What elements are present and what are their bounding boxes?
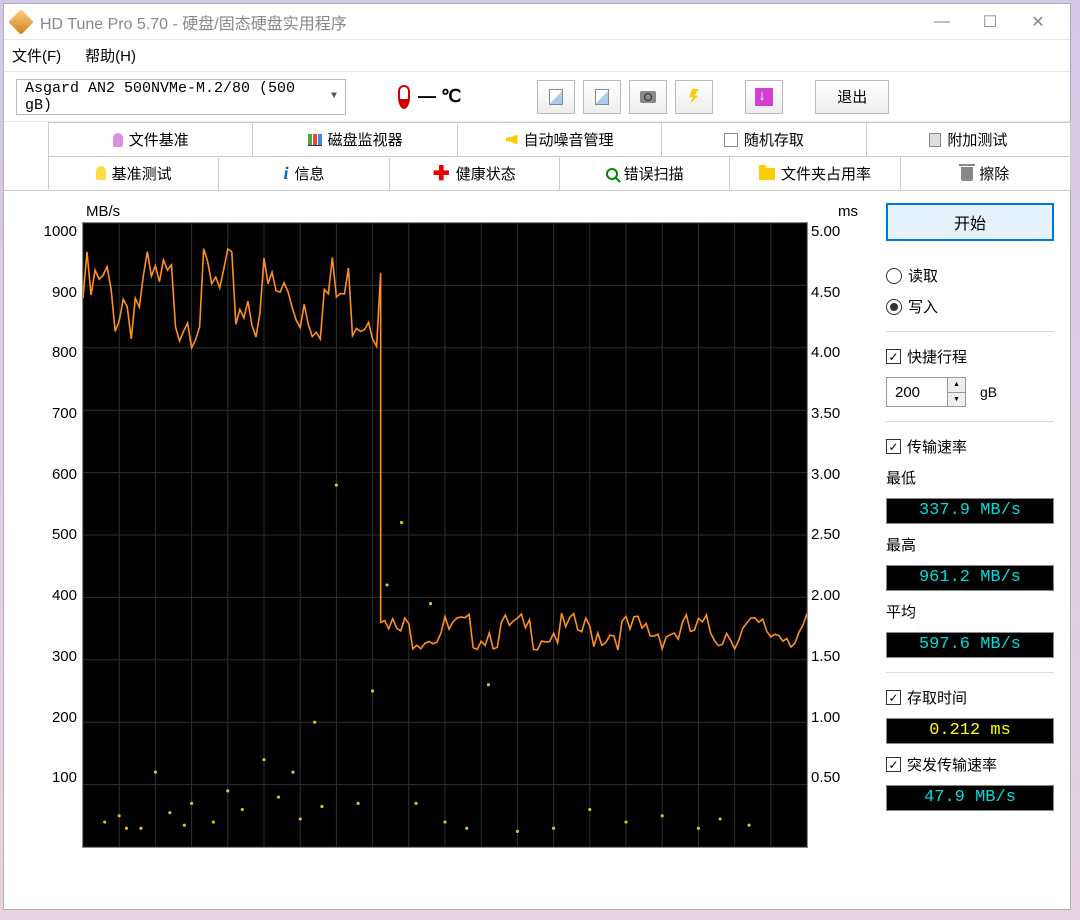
copy-button[interactable]	[537, 80, 575, 114]
stat-min-label: 最低	[886, 467, 1054, 488]
tab-random[interactable]: 随机存取	[661, 122, 866, 156]
maximize-button[interactable]: ☐	[966, 7, 1014, 37]
tab-folder[interactable]: 文件夹占用率	[729, 156, 900, 190]
tab-benchmark[interactable]: 基准测试	[48, 156, 219, 190]
save-icon	[755, 88, 773, 106]
tabs-row-lower: 基准测试 i信息 ✚健康状态 错误扫描 文件夹占用率 擦除	[4, 156, 1070, 191]
menu-file[interactable]: 文件(F)	[12, 45, 61, 66]
stat-access-value: 0.212 ms	[886, 718, 1054, 744]
save-button[interactable]	[745, 80, 783, 114]
temperature-value: — ℃	[418, 86, 461, 107]
speaker-icon	[506, 135, 518, 145]
bulb-icon	[96, 166, 106, 180]
y-axis-right-label: ms	[838, 203, 858, 220]
copy-all-button[interactable]	[583, 80, 621, 114]
y-axis-left-label: MB/s	[86, 203, 120, 220]
sidebar: 开始 读取 写入 ✓ 快捷行程 200 ▲ ▼	[862, 203, 1054, 901]
calculator-icon	[929, 133, 941, 147]
block-size-spinner[interactable]: 200 ▲ ▼	[886, 377, 966, 407]
exit-button[interactable]: 退出	[815, 80, 889, 114]
tabs-row-upper: 文件基准 磁盘监视器 自动噪音管理 随机存取 附加测试	[4, 122, 1070, 156]
screenshot-button[interactable]	[629, 80, 667, 114]
y-axis-left-ticks: 1000900800700600500400300200100	[33, 223, 77, 847]
spin-down-button[interactable]: ▼	[948, 393, 965, 407]
thermometer-icon	[398, 85, 410, 109]
tab-erase[interactable]: 擦除	[900, 156, 1071, 190]
radio-icon	[886, 268, 902, 284]
checkbox-icon: ✓	[886, 439, 901, 454]
plus-icon: ✚	[433, 161, 450, 186]
window-title: HD Tune Pro 5.70 - 硬盘/固态硬盘实用程序	[40, 10, 918, 34]
trash-icon	[961, 167, 973, 181]
random-icon	[724, 133, 738, 147]
radio-read[interactable]: 读取	[886, 265, 1054, 286]
tab-extra[interactable]: 附加测试	[866, 122, 1071, 156]
tab-noise[interactable]: 自动噪音管理	[457, 122, 662, 156]
check-access-time[interactable]: ✓ 存取时间	[886, 687, 1054, 708]
y-axis-right-ticks: 5.004.504.003.503.002.502.001.501.000.50	[811, 223, 851, 847]
block-size-unit: gB	[980, 384, 997, 400]
radio-icon	[886, 299, 902, 315]
options-button[interactable]	[675, 80, 713, 114]
folder-icon	[759, 168, 775, 180]
check-transfer[interactable]: ✓ 传输速率	[886, 436, 1054, 457]
stat-avg-value: 597.6 MB/s	[886, 632, 1054, 658]
tab-error[interactable]: 错误扫描	[559, 156, 730, 190]
bulb-icon	[113, 133, 123, 147]
block-size-value: 200	[887, 378, 947, 406]
start-button[interactable]: 开始	[886, 203, 1054, 241]
search-icon	[606, 168, 618, 180]
minimize-button[interactable]: —	[918, 7, 966, 37]
stat-max-label: 最高	[886, 534, 1054, 555]
menubar: 文件(F) 帮助(H)	[4, 40, 1070, 72]
menu-help[interactable]: 帮助(H)	[85, 45, 136, 66]
titlebar: HD Tune Pro 5.70 - 硬盘/固态硬盘实用程序 — ☐ ✕	[4, 4, 1070, 40]
drive-select[interactable]: Asgard AN2 500NVMe-M.2/80 (500 gB) ▼	[16, 79, 346, 115]
copy-all-icon	[595, 89, 609, 105]
radio-write[interactable]: 写入	[886, 296, 1054, 317]
chart-icon	[308, 134, 322, 146]
tab-disk-monitor[interactable]: 磁盘监视器	[252, 122, 457, 156]
drive-select-value: Asgard AN2 500NVMe-M.2/80 (500 gB)	[25, 80, 331, 114]
checkbox-icon: ✓	[886, 757, 901, 772]
chevron-down-icon: ▼	[331, 91, 337, 102]
copy-icon	[549, 89, 563, 105]
spin-up-button[interactable]: ▲	[948, 378, 965, 393]
stat-burst-value: 47.9 MB/s	[886, 785, 1054, 811]
checkbox-icon: ✓	[886, 690, 901, 705]
info-icon: i	[283, 163, 288, 184]
app-icon	[8, 9, 33, 34]
benchmark-chart: 1000900800700600500400300200100 5.004.50…	[82, 222, 808, 848]
close-button[interactable]: ✕	[1014, 7, 1062, 37]
camera-icon	[640, 91, 656, 103]
temperature-display: — ℃	[398, 85, 461, 109]
chart-area: MB/s ms 1000900800700600500400300200100 …	[28, 203, 862, 901]
toolbar: Asgard AN2 500NVMe-M.2/80 (500 gB) ▼ — ℃…	[4, 72, 1070, 122]
check-quick[interactable]: ✓ 快捷行程	[886, 346, 1054, 367]
flash-icon	[689, 89, 699, 105]
checkbox-icon: ✓	[886, 349, 901, 364]
check-burst[interactable]: ✓ 突发传输速率	[886, 754, 1054, 775]
stat-avg-label: 平均	[886, 601, 1054, 622]
stat-min-value: 337.9 MB/s	[886, 498, 1054, 524]
tab-file-benchmark[interactable]: 文件基准	[48, 122, 253, 156]
stat-max-value: 961.2 MB/s	[886, 565, 1054, 591]
tab-info[interactable]: i信息	[218, 156, 389, 190]
tab-health[interactable]: ✚健康状态	[389, 156, 560, 190]
